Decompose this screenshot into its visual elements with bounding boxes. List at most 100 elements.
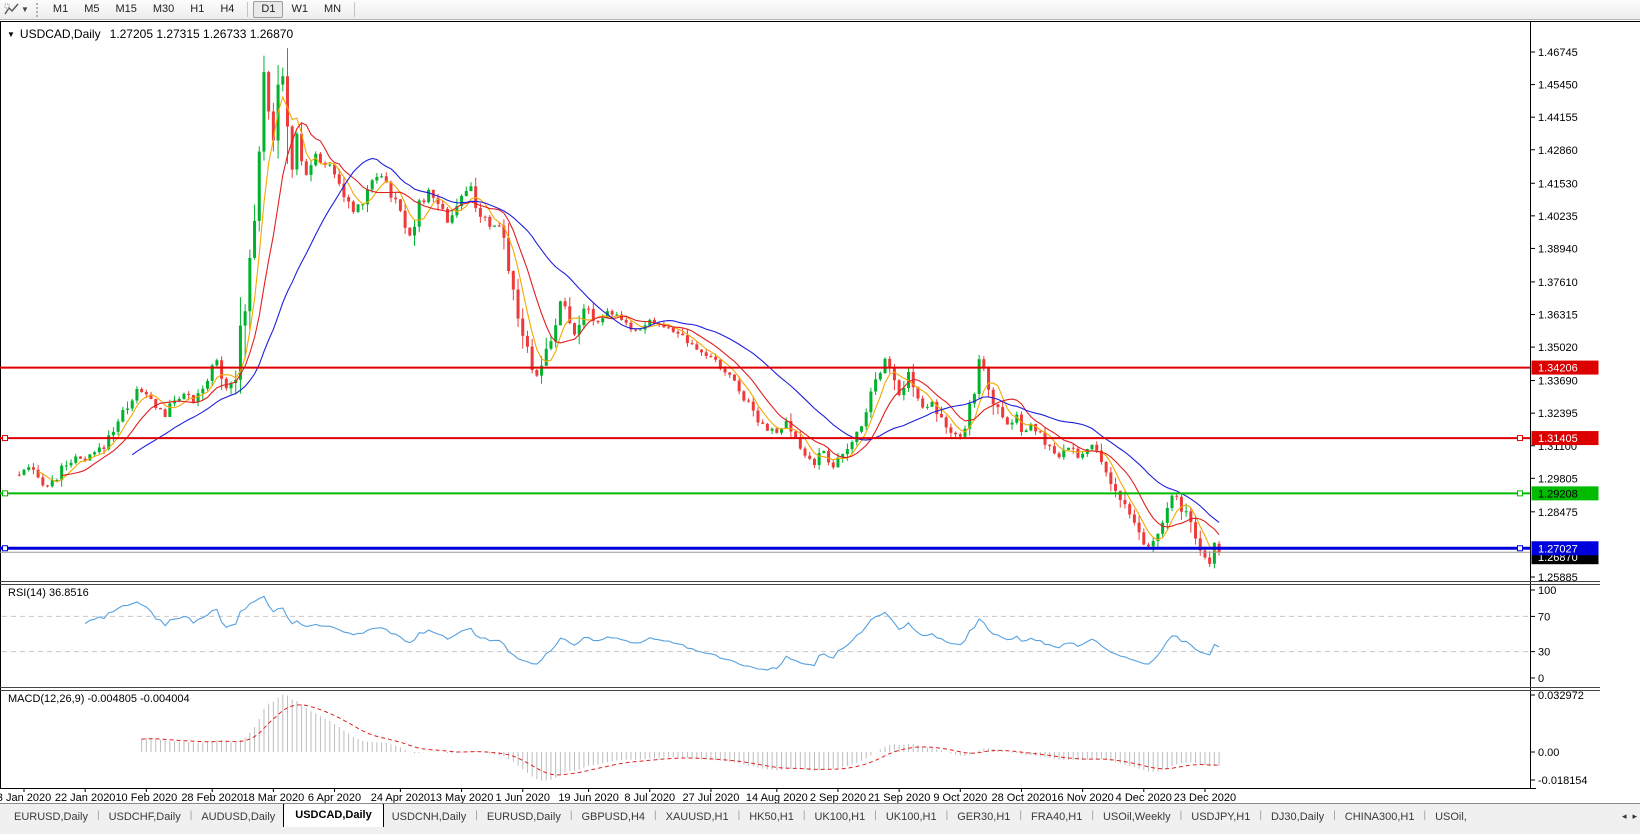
tab-usdchf-daily[interactable]: USDCHF,Daily <box>108 811 181 823</box>
macd-panel: 0.032972 0.00 -0.018154 <box>141 690 1588 787</box>
tab-usdjpy-h1[interactable]: USDJPY,H1 <box>1191 811 1251 823</box>
tab-separator: | <box>737 810 741 821</box>
macd-label: MACD(12,26,9) -0.004805 -0.004004 <box>8 693 190 705</box>
timeframe-button-h4[interactable]: H4 <box>220 3 235 15</box>
price-axis: 1.46745 1.45450 1.44155 1.42860 1.41530 1.402… <box>1530 47 1578 584</box>
tab-audusd-daily[interactable]: AUDUSD,Daily <box>201 811 276 823</box>
tab-xauusd-h1[interactable]: XAUUSD,H1 <box>665 811 729 823</box>
timeframe-button-w1[interactable]: W1 <box>291 3 308 15</box>
time-axis-label: 14 Aug 2020 <box>746 792 808 803</box>
symbol-title: USDCAD,Daily <box>19 27 101 41</box>
timeframe-button-h1[interactable]: H1 <box>190 3 205 15</box>
rsi-axis-label: 100 <box>1538 585 1556 597</box>
time-axis-label: 18 Mar 2020 <box>242 792 304 803</box>
tab-dj30-daily[interactable]: DJ30,Daily <box>1270 811 1325 823</box>
time-axis-label: 16 Nov 2020 <box>1051 792 1113 803</box>
dropdown-caret-icon[interactable]: ▼ <box>21 5 29 14</box>
tabs-scroll-right-icon[interactable]: ▸ <box>1632 811 1637 821</box>
price-axis-label: 1.33690 <box>1538 376 1578 388</box>
time-axis-label: 6 Apr 2020 <box>308 792 361 803</box>
ma-5-line <box>37 95 1220 554</box>
rsi-line <box>84 595 1220 671</box>
tab-usdcnh-daily[interactable]: USDCNH,Daily <box>391 811 467 823</box>
tab-separator: | <box>802 810 806 821</box>
tab-separator: | <box>475 810 478 821</box>
rsi-axis-label: 70 <box>1538 611 1550 623</box>
macd-histogram <box>141 694 1220 781</box>
timeframe-button-d1[interactable]: D1 <box>253 1 284 18</box>
chart-tool-icon[interactable] <box>4 3 20 16</box>
price-axis-label: 1.29805 <box>1538 473 1578 485</box>
toolbar-grip[interactable] <box>35 2 38 17</box>
time-axis-label: 22 Jan 2020 <box>55 792 116 803</box>
price-badge: 1.34206 <box>1538 363 1578 375</box>
price-axis-label: 1.42860 <box>1538 145 1578 157</box>
macd-axis-label: 0.032972 <box>1538 690 1584 702</box>
price-badge: 1.27027 <box>1538 543 1578 555</box>
time-axis-label: 9 Oct 2020 <box>933 792 987 803</box>
price-axis-label: 1.28475 <box>1538 507 1578 519</box>
time-axis-label: 10 Feb 2020 <box>115 792 177 803</box>
tab-separator: | <box>1179 810 1183 821</box>
tab-eurusd-daily[interactable]: EURUSD,Daily <box>14 811 88 823</box>
timeframe-button-m5[interactable]: M5 <box>84 3 100 15</box>
timeframe-button-m30[interactable]: M30 <box>152 3 175 15</box>
tab-uk100-h1[interactable]: UK100,H1 <box>814 811 866 823</box>
time-axis-label: 19 Jun 2020 <box>558 792 619 803</box>
macd-signal-line <box>141 704 1220 776</box>
time-axis-label: 24 Apr 2020 <box>371 792 430 803</box>
tab-usoil-weekly[interactable]: USOil,Weekly <box>1102 811 1171 823</box>
chart-menu-icon[interactable]: ▼ <box>7 30 15 39</box>
tab-fra40-h1[interactable]: FRA40,H1 <box>1031 811 1083 823</box>
tab-eurusd-daily[interactable]: EURUSD,Daily <box>486 811 561 823</box>
toolbar-separator <box>354 2 356 17</box>
tab-usdcad-daily[interactable]: USDCAD,Daily <box>283 804 384 827</box>
symbol-tabbar: EURUSD,Daily | USDCHF,Daily | AUDUSD,Daily US… <box>0 803 1640 834</box>
tab-separator: | <box>1259 810 1262 821</box>
time-axis-label: 23 Dec 2020 <box>1174 792 1236 803</box>
price-axis-label: 1.35020 <box>1538 342 1578 354</box>
rsi-panel: 100 70 30 0 <box>2 585 1556 685</box>
time-axis-label: 13 May 2020 <box>430 792 494 803</box>
time-axis-label: 4 Dec 2020 <box>1116 792 1172 803</box>
tab-separator: | <box>874 810 877 821</box>
tab-separator: | <box>1333 810 1336 821</box>
tab-uk100-h1[interactable]: UK100,H1 <box>885 811 937 823</box>
macd-axis-label: 0.00 <box>1538 747 1559 759</box>
tab-gbpusd-h4[interactable]: GBPUSD,H4 <box>581 811 646 823</box>
timeframe-button-m1[interactable]: M1 <box>52 3 69 15</box>
timeframe-button-mn[interactable]: MN <box>323 3 342 15</box>
chart-title: ▼ USDCAD,Daily 1.27205 1.27315 1.26733 1.2… <box>7 27 293 41</box>
symbol-tabs: EURUSD,Daily | USDCHF,Daily | AUDUSD,Daily US… <box>0 804 1602 827</box>
tab-hk50-h1[interactable]: HK50,H1 <box>749 811 794 823</box>
tab-usoil[interactable]: USOil, <box>1435 811 1467 823</box>
tab-separator: | <box>1423 810 1427 821</box>
tabs-scroll-left-icon[interactable]: ◂ <box>1621 811 1627 821</box>
chart-canvas[interactable]: 1.46745 1.45450 1.44155 1.42860 1.41530 1.402… <box>0 20 1640 803</box>
current-price-marker: 1.26870 <box>0 550 1599 565</box>
tab-separator: | <box>189 810 193 821</box>
ma-25-line <box>131 157 1220 523</box>
time-axis-label: 21 Sep 2020 <box>868 792 930 803</box>
rsi-axis-label: 0 <box>1538 673 1544 685</box>
price-axis-label: 1.46745 <box>1538 47 1578 59</box>
timeframe-button-m15[interactable]: M15 <box>115 3 137 15</box>
tab-china300-h1[interactable]: CHINA300,H1 <box>1344 811 1415 823</box>
price-axis-label: 1.25885 <box>1538 572 1578 584</box>
time-axis-label: 28 Oct 2020 <box>991 792 1051 803</box>
timeframe-buttons: M1 M5 M15 M30 H1 H4 D1 W1 MN <box>45 1 360 18</box>
tab-separator: | <box>654 810 657 821</box>
time-axis-label: 28 Feb 2020 <box>181 792 243 803</box>
price-badge: 1.31405 <box>1538 433 1578 445</box>
price-axis-label: 1.36315 <box>1538 310 1578 322</box>
price-axis-label: 1.40235 <box>1538 211 1578 223</box>
toolbar-separator <box>247 2 249 17</box>
tab-separator: | <box>1019 810 1023 821</box>
ma-10-line <box>61 122 1220 536</box>
price-axis-label: 1.45450 <box>1538 80 1578 92</box>
rsi-axis-label: 30 <box>1538 647 1550 659</box>
price-axis-label: 1.38940 <box>1538 243 1578 255</box>
tab-ger30-h1[interactable]: GER30,H1 <box>957 811 1011 823</box>
time-axis-label: 3 Jan 2020 <box>0 792 51 803</box>
chart-window: 1.46745 1.45450 1.44155 1.42860 1.41530 1.402… <box>0 20 1640 803</box>
